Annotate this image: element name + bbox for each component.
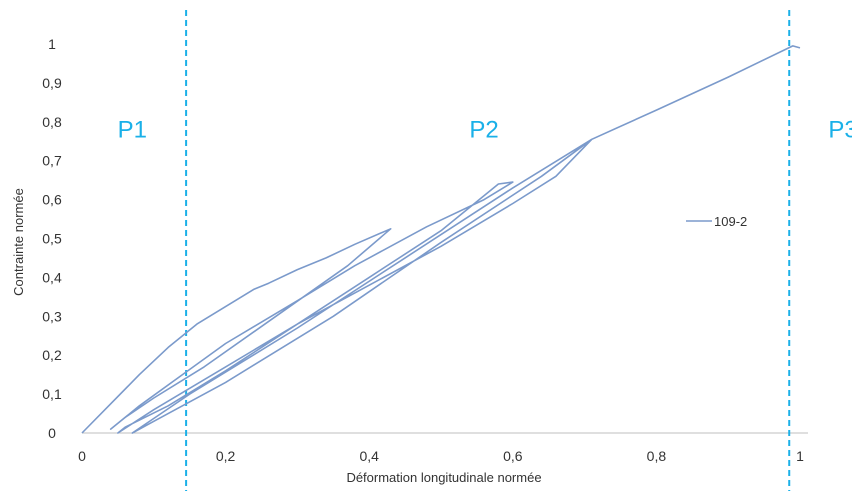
y-tick-label: 0,2 [42,347,62,363]
y-tick-label: 0,1 [42,386,62,402]
y-tick-label: 0,6 [42,192,62,208]
x-tick-label: 0,6 [503,448,523,464]
legend: 109-2 [686,214,747,229]
x-tick-label: 0,8 [647,448,667,464]
phase-labels: P1 P2 P3 [118,116,852,143]
y-axis-title: Contrainte normée [11,188,26,296]
series-lines [81,45,801,434]
y-tick-label: 0 [48,425,56,441]
phase-label-p3: P3 [828,116,852,143]
y-tick-label: 0,5 [42,231,62,247]
y-tick-label: 0,9 [42,75,62,91]
phase-label-p1: P1 [118,116,147,143]
x-tick-labels: 0 0,2 0,4 0,6 0,8 1 [78,448,804,464]
phase-label-p2: P2 [469,116,498,143]
x-axis-title: Déformation longitudinale normée [346,470,541,485]
x-tick-label: 0 [78,448,86,464]
series-line-109-2 [81,45,801,434]
x-tick-label: 0,2 [216,448,236,464]
y-tick-label: 0,7 [42,153,62,169]
x-tick-label: 0,4 [359,448,379,464]
legend-label-109-2: 109-2 [714,214,747,229]
x-tick-label: 1 [796,448,804,464]
y-tick-label: 1 [48,36,56,52]
y-tick-label: 0,4 [42,269,62,285]
y-tick-label: 0,8 [42,114,62,130]
y-tick-labels: 0 0,1 0,2 0,3 0,4 0,5 0,6 0,7 0,8 0,9 1 [42,36,62,441]
y-tick-label: 0,3 [42,308,62,324]
phase-boundaries [185,10,791,491]
